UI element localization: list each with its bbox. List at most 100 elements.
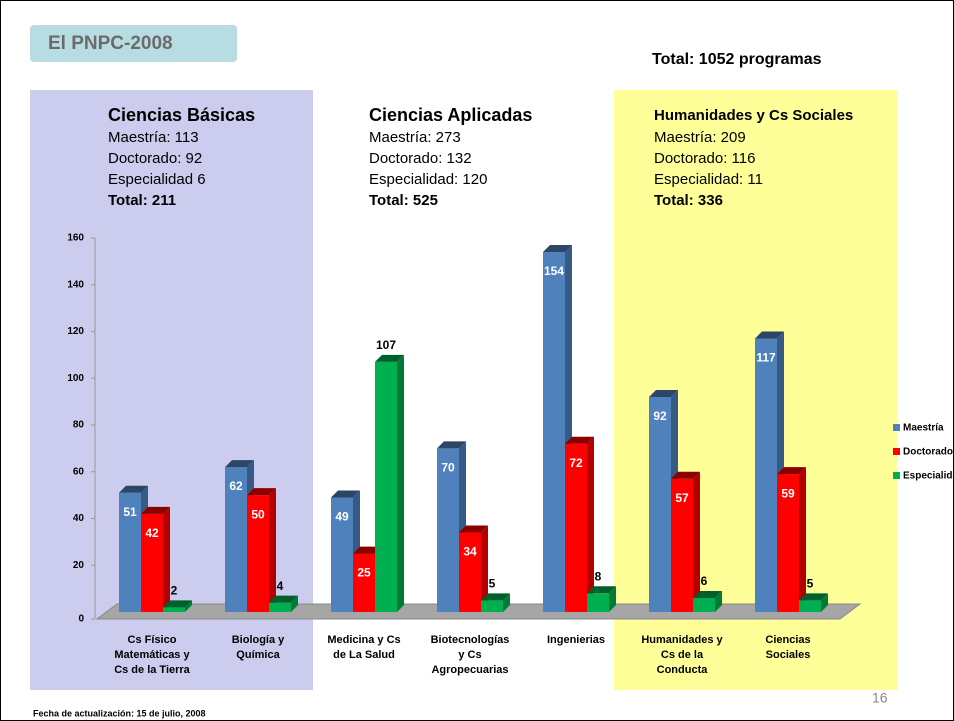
total: Total: 1052 programas	[652, 51, 822, 68]
value-label: 49	[335, 510, 349, 524]
x-tick-label: Humanidades y Cs de la Conducta	[641, 634, 723, 676]
bar	[269, 595, 298, 612]
value-label: 154	[544, 264, 564, 278]
bar-top	[353, 546, 382, 554]
bar	[375, 354, 404, 612]
bar	[163, 600, 192, 612]
bar-side	[715, 590, 722, 612]
y-tick-label: 120	[67, 326, 84, 337]
bar-top	[459, 525, 488, 533]
title: El PNPC-2008	[48, 33, 173, 54]
bar-top	[543, 245, 572, 253]
legend-label: Doctorado	[903, 447, 953, 458]
bar	[459, 525, 488, 612]
panel-line: Doctorado: 132	[369, 150, 472, 167]
bar-top	[671, 471, 700, 479]
value-label: 34	[463, 545, 477, 559]
y-tick-label: 160	[67, 233, 84, 244]
x-tick-label: Ingenierias	[547, 634, 605, 646]
legend-label: Especialidad	[903, 471, 954, 482]
panel-title: Ciencias Básicas	[108, 105, 255, 125]
bar-side	[185, 600, 192, 612]
value-label: 5	[807, 576, 814, 590]
x-tick-label: Cs Físico Matemáticas y Cs de la Tierra	[114, 634, 190, 676]
bar-front	[543, 252, 565, 612]
bar-top	[755, 331, 784, 339]
legend-swatch	[893, 424, 900, 431]
value-label: 8	[595, 569, 602, 583]
value-label: 57	[675, 491, 689, 505]
bar-top	[375, 354, 404, 362]
panel-title: Humanidades y Cs Sociales	[654, 107, 853, 124]
legend-label: Maestría	[903, 423, 944, 434]
x-tick-label: Ciencias Sociales	[765, 634, 810, 661]
value-label: 6	[701, 574, 708, 588]
bar	[587, 586, 616, 612]
bar	[799, 593, 828, 612]
bar-top	[225, 460, 254, 468]
panel-line: Especialidad: 120	[369, 171, 487, 188]
bar-side	[799, 467, 806, 612]
value-label: 42	[145, 526, 159, 540]
value-label: 70	[441, 461, 455, 475]
bar-front	[649, 396, 671, 612]
bar-top	[649, 389, 678, 397]
title-box	[30, 25, 237, 62]
value-label: 5	[489, 576, 496, 590]
y-tick-label: 20	[73, 560, 85, 571]
bar-front	[331, 497, 353, 612]
bar-top	[247, 488, 276, 496]
bar-top	[693, 590, 722, 598]
bar-top	[141, 506, 170, 514]
panel-line: Maestría: 113	[108, 129, 199, 146]
value-label: 107	[376, 338, 396, 352]
bar-front	[671, 478, 693, 612]
panel-total: Total: 211	[108, 192, 176, 209]
bar-top	[481, 593, 510, 601]
y-tick-label: 0	[78, 614, 84, 625]
bar-side	[609, 586, 616, 612]
panel-line: Especialidad 6	[108, 171, 206, 188]
value-label: 50	[251, 507, 265, 521]
bar-side	[269, 488, 276, 612]
bar-front	[141, 513, 163, 612]
bar-front	[437, 448, 459, 612]
bar-front	[375, 361, 397, 612]
bar-front	[119, 492, 141, 612]
panel-line: Doctorado: 92	[108, 150, 202, 167]
panel-total: Total: 336	[654, 192, 723, 209]
bar-top	[163, 600, 192, 608]
value-label: 2	[171, 583, 178, 597]
bar-front	[459, 532, 481, 612]
value-label: 72	[569, 456, 583, 470]
bar	[247, 488, 276, 612]
bar-side	[291, 595, 298, 612]
legend-swatch	[893, 448, 900, 455]
panel-line: Maestría: 273	[369, 129, 461, 146]
bar-top	[565, 436, 594, 444]
footer-date: Fecha de actualización: 15 de julio, 200…	[33, 708, 206, 718]
bar-side	[821, 593, 828, 612]
bar-side	[693, 471, 700, 612]
bar-side	[397, 354, 404, 612]
bar-side	[163, 506, 170, 612]
bar-front	[777, 474, 799, 612]
panel-line: Especialidad: 11	[654, 171, 763, 188]
x-tick-label: Biotecnologías y Cs Agropecuarias	[431, 634, 510, 676]
bar-front	[799, 600, 821, 612]
y-tick-label: 100	[67, 373, 84, 384]
bar-front	[481, 600, 503, 612]
bar	[777, 467, 806, 612]
value-label: 4	[277, 579, 284, 593]
value-label: 92	[653, 409, 667, 423]
value-label: 62	[229, 479, 243, 493]
bar-side	[481, 525, 488, 612]
y-tick-label: 40	[73, 513, 85, 524]
bar-front	[225, 467, 247, 612]
y-tick-label: 60	[73, 466, 85, 477]
bar-front	[693, 597, 715, 612]
bar-top	[119, 485, 148, 493]
panel-line: Maestría: 209	[654, 129, 746, 146]
y-tick-label: 140	[67, 279, 84, 290]
